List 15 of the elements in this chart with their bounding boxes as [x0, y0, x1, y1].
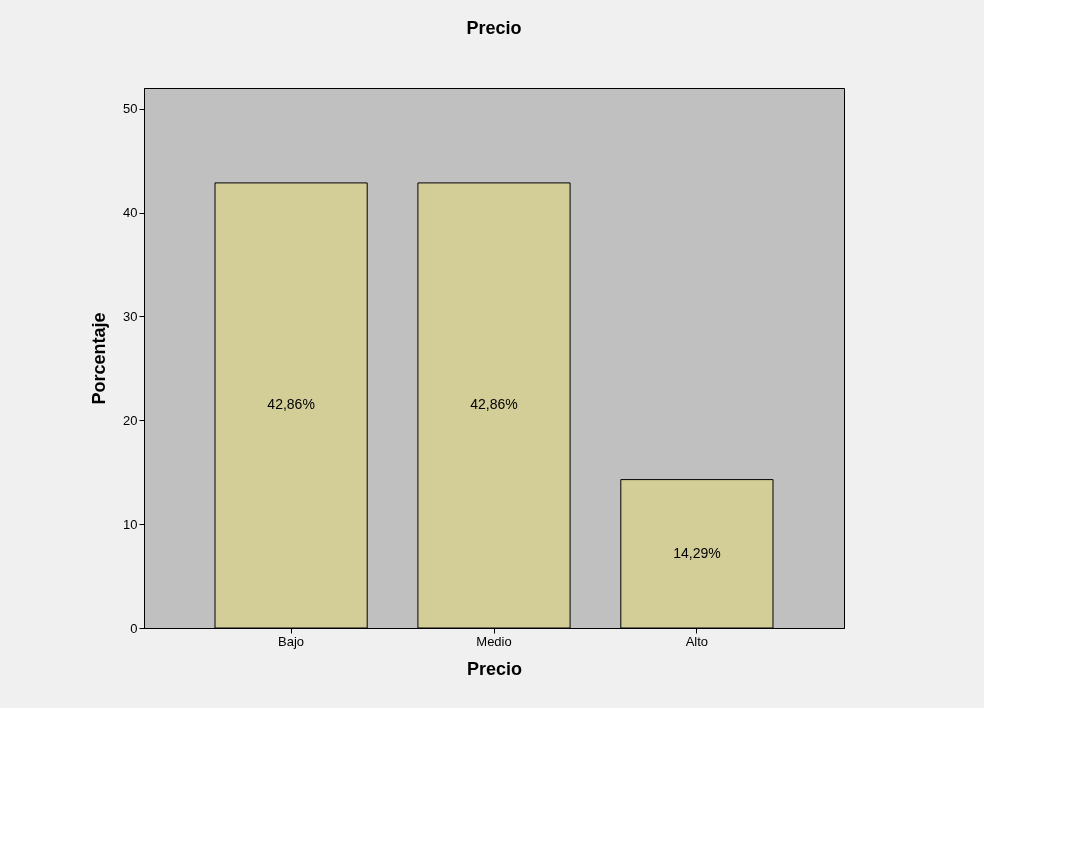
data-label: 42,86%: [267, 396, 315, 413]
x-tick-label: Bajo: [278, 633, 305, 649]
data-label: 42,86%: [470, 396, 518, 413]
data-label: 14,29%: [673, 544, 721, 561]
y-tick-label: 50: [123, 101, 138, 117]
y-tick-label: 30: [123, 308, 138, 324]
x-tick-label: Alto: [685, 633, 709, 649]
y-tick-label: 40: [123, 205, 138, 221]
x-axis-title: Precio: [466, 658, 523, 679]
x-tick-label: Medio: [476, 633, 512, 649]
y-tick-label: 0: [130, 620, 138, 636]
y-axis-title: Porcentaje: [89, 312, 110, 405]
y-tick-label: 10: [123, 516, 138, 532]
y-tick-label: 20: [123, 412, 138, 428]
chart-title: Precio: [466, 18, 522, 38]
